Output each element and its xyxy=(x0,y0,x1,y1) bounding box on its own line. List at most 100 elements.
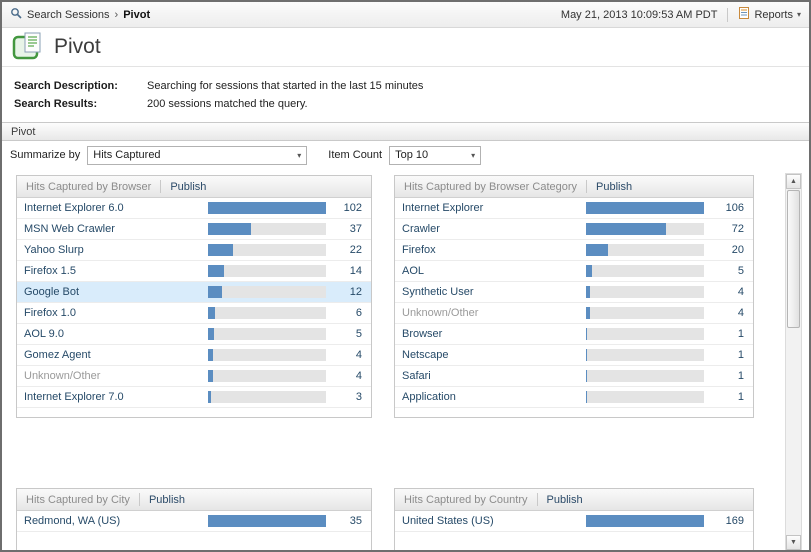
row-value: 4 xyxy=(355,370,362,382)
row-value: 1 xyxy=(737,349,744,361)
row-label: Unknown/Other xyxy=(402,307,479,319)
row-label: AOL 9.0 xyxy=(24,328,64,340)
reports-menu[interactable]: Reports ▾ xyxy=(738,7,801,22)
summarize-by-value: Hits Captured xyxy=(93,149,161,161)
pivot-row[interactable]: Google Bot 12 xyxy=(17,282,371,303)
bar-fill xyxy=(586,391,588,403)
page-title: Pivot xyxy=(54,35,101,58)
publish-link[interactable]: Publish xyxy=(170,180,207,193)
publish-link[interactable]: Publish xyxy=(546,493,583,506)
pivot-row[interactable]: Synthetic User 4 xyxy=(395,282,753,303)
bar-fill xyxy=(586,349,588,361)
panel-title-separator xyxy=(586,180,588,193)
publish-link[interactable]: Publish xyxy=(148,493,186,506)
pivot-row[interactable]: AOL 9.0 5 xyxy=(17,324,371,345)
row-label: Google Bot xyxy=(24,286,80,298)
scrollbar-thumb[interactable] xyxy=(787,190,800,328)
row-value: 14 xyxy=(349,265,362,277)
bar-fill xyxy=(586,286,591,298)
pivot-panel: Hits Captured by Country Publish United St… xyxy=(394,488,754,550)
panel-header: Hits Captured by Country Publish xyxy=(395,489,753,511)
pivot-row[interactable]: Firefox 20 xyxy=(395,240,753,261)
bar-track xyxy=(208,370,326,382)
pivot-row[interactable]: Gomez Agent 4 xyxy=(17,345,371,366)
row-value: 4 xyxy=(355,349,362,361)
topbar-divider xyxy=(727,7,729,22)
bar-track xyxy=(208,286,326,298)
scroll-up-button[interactable]: ▲ xyxy=(786,174,801,189)
bar-track xyxy=(208,391,326,403)
bar-track xyxy=(208,515,326,527)
bar-fill xyxy=(586,370,588,382)
bar-fill xyxy=(208,307,215,319)
pivot-row[interactable]: AOL 5 xyxy=(395,261,753,282)
row-label: Netscape xyxy=(402,349,449,361)
panel-title: Hits Captured by City xyxy=(26,493,130,506)
pivot-row[interactable]: Firefox 1.5 14 xyxy=(17,261,371,282)
bar-fill xyxy=(586,202,704,214)
pivot-row[interactable]: MSN Web Crawler 37 xyxy=(17,219,371,240)
row-value: 3 xyxy=(355,391,362,403)
panel-header: Hits Captured by Browser Publish xyxy=(17,176,371,198)
panel-title: Hits Captured by Browser Category xyxy=(404,180,578,193)
scrollbar-track[interactable] xyxy=(786,329,801,535)
vertical-scrollbar[interactable]: ▲ ▼ xyxy=(785,173,802,550)
row-label: Firefox 1.0 xyxy=(24,307,76,319)
bar-fill xyxy=(208,223,251,235)
panel-rows: Internet Explorer 6.0 102 MSN Web Crawler 3… xyxy=(17,198,371,408)
pivot-row[interactable]: Unknown/Other 4 xyxy=(17,366,371,387)
pivot-row[interactable]: Netscape 1 xyxy=(395,345,753,366)
pivot-row[interactable]: Application 1 xyxy=(395,387,753,408)
pivot-row[interactable]: Internet Explorer 106 xyxy=(395,198,753,219)
pivot-panel: Hits Captured by Browser Publish Internet … xyxy=(16,175,372,418)
breadcrumb-search-sessions[interactable]: Search Sessions xyxy=(27,8,110,21)
bar-track xyxy=(208,265,326,277)
row-value: 37 xyxy=(349,223,362,235)
row-value: 102 xyxy=(343,202,362,214)
pivot-row[interactable]: Redmond, WA (US) 35 xyxy=(17,511,371,532)
row-value: 5 xyxy=(737,265,744,277)
summarize-by-select[interactable]: Hits Captured ▾ xyxy=(87,145,308,165)
item-count-select[interactable]: Top 10 ▾ xyxy=(389,145,482,165)
search-results-row: Search Results: 200 sessions matched the… xyxy=(14,97,809,112)
pivot-row[interactable]: Crawler 72 xyxy=(395,219,753,240)
pivot-row[interactable]: Yahoo Slurp 22 xyxy=(17,240,371,261)
pivot-row[interactable]: Internet Explorer 6.0 102 xyxy=(17,198,371,219)
row-label: Redmond, WA (US) xyxy=(24,515,121,527)
pivot-row[interactable]: Firefox 1.0 6 xyxy=(17,303,371,324)
search-sessions-icon xyxy=(10,7,22,22)
bar-track xyxy=(208,328,326,340)
pivot-row[interactable]: Internet Explorer 7.0 3 xyxy=(17,387,371,408)
bar-track xyxy=(586,349,704,361)
search-description-value: Searching for sessions that started in t… xyxy=(147,80,424,92)
bar-track xyxy=(586,244,704,256)
bar-fill xyxy=(208,391,212,403)
bar-fill xyxy=(208,286,222,298)
row-label: Internet Explorer 6.0 xyxy=(24,202,124,214)
bar-fill xyxy=(586,265,592,277)
row-label: Crawler xyxy=(402,223,440,235)
pivot-row[interactable]: Unknown/Other 4 xyxy=(395,303,753,324)
bar-track xyxy=(586,307,704,319)
row-label: Application xyxy=(402,391,456,403)
bar-fill xyxy=(586,223,667,235)
row-value: 1 xyxy=(737,328,744,340)
page-header: Pivot xyxy=(2,28,809,67)
panel-rows: United States (US) 169 xyxy=(395,511,753,532)
row-label: AOL xyxy=(402,265,425,277)
scroll-down-button[interactable]: ▼ xyxy=(786,535,801,550)
publish-link[interactable]: Publish xyxy=(596,180,633,193)
bar-fill xyxy=(208,202,326,214)
pivot-row[interactable]: Browser 1 xyxy=(395,324,753,345)
row-value: 72 xyxy=(731,223,744,235)
bar-track xyxy=(208,202,326,214)
pivot-row[interactable]: United States (US) 169 xyxy=(395,511,753,532)
row-label: Gomez Agent xyxy=(24,349,91,361)
row-label: Yahoo Slurp xyxy=(24,244,84,256)
bar-track xyxy=(208,244,326,256)
pivot-row[interactable]: Safari 1 xyxy=(395,366,753,387)
section-header: Pivot xyxy=(2,122,809,141)
top-bar: Search Sessions › Pivot May 21, 2013 10:… xyxy=(2,2,809,28)
summarize-by-label: Summarize by xyxy=(10,149,81,161)
row-value: 4 xyxy=(737,286,744,298)
